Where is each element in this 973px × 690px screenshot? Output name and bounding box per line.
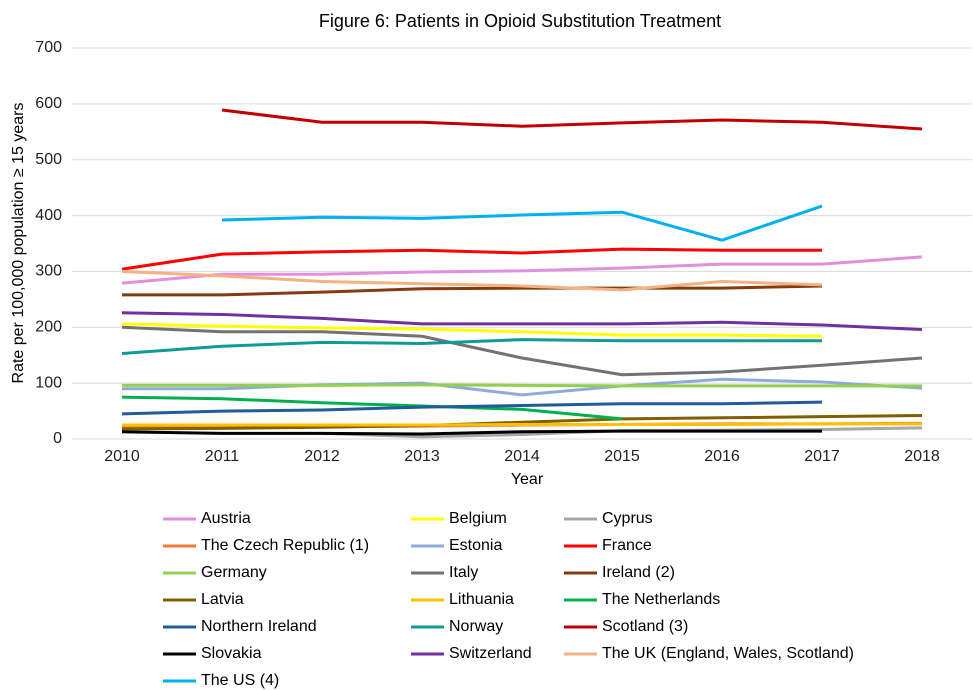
series-line (121, 311, 923, 332)
series-line (122, 284, 823, 297)
series-line (121, 255, 923, 285)
legend-label: The Netherlands (602, 591, 720, 608)
x-tick-label: 2018 (904, 448, 940, 465)
legend-label: Northern Ireland (201, 618, 317, 635)
y-tick-label: 500 (35, 151, 62, 168)
legend-label: Austria (201, 510, 251, 527)
legend-label: Latvia (201, 591, 244, 608)
series-line (121, 395, 623, 421)
y-tick-label: 200 (35, 319, 62, 336)
series-line (121, 269, 823, 292)
legend-label: Cyprus (602, 510, 653, 527)
legend-label: Germany (201, 564, 267, 581)
series-line (121, 338, 822, 356)
x-tick-label: 2013 (404, 448, 440, 465)
legend-label: Norway (449, 618, 503, 635)
x-tick-label: 2012 (304, 448, 340, 465)
legend-label: Belgium (449, 510, 507, 527)
y-tick-label: 600 (35, 95, 62, 112)
legend-label: Switzerland (449, 645, 532, 662)
y-tick-label: 300 (35, 263, 62, 280)
x-tick-label: 2011 (205, 448, 240, 465)
legend-label: Estonia (449, 537, 502, 554)
chart-title: Figure 6: Patients in Opioid Substitutio… (319, 11, 721, 31)
series-line (121, 400, 823, 416)
series-line (221, 108, 923, 131)
legend-label: Lithuania (449, 591, 514, 608)
legend-label: Scotland (3) (602, 618, 688, 635)
series-line (121, 429, 822, 436)
legend-label: The US (4) (201, 672, 279, 689)
series-line (122, 422, 922, 427)
legend-label: Ireland (2) (602, 564, 675, 581)
y-tick-label: 700 (35, 39, 62, 56)
series-line (121, 247, 822, 271)
y-tick-label: 100 (35, 374, 62, 391)
series-line (122, 377, 923, 397)
x-tick-label: 2010 (104, 448, 140, 465)
x-tick-label: 2014 (504, 448, 540, 465)
y-axis-label: Rate per 100,000 population ≥ 15 years (10, 103, 27, 384)
legend-label: Slovakia (201, 645, 262, 662)
series-line (221, 204, 823, 242)
x-axis-label: Year (511, 471, 544, 488)
legend-label: The Czech Republic (1) (201, 537, 369, 554)
series-line (121, 325, 923, 377)
x-tick-label: 2016 (704, 448, 740, 465)
legend-label: France (602, 537, 652, 554)
legend-label: The UK (England, Wales, Scotland) (602, 645, 854, 662)
y-tick-label: 400 (35, 207, 62, 224)
x-tick-label: 2017 (804, 448, 840, 465)
series-line (121, 322, 823, 338)
x-tick-label: 2015 (604, 448, 640, 465)
series-line (121, 414, 923, 431)
legend-label: Italy (449, 564, 478, 581)
series-line (122, 383, 922, 388)
y-tick-label: 0 (53, 430, 62, 447)
